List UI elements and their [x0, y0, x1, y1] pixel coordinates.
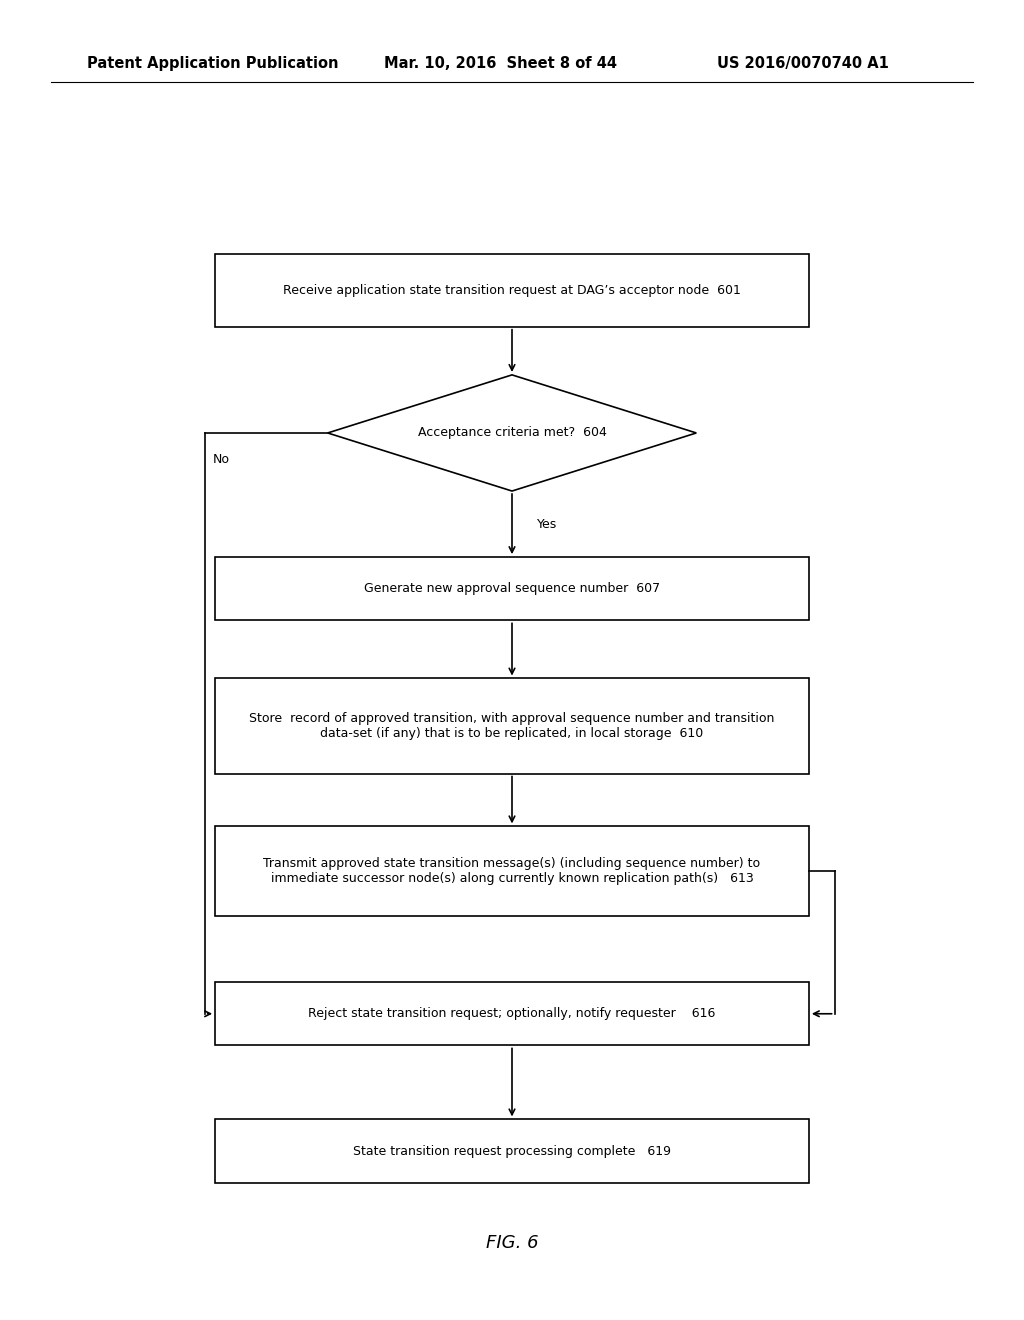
- Text: Store  record of approved transition, with approval sequence number and transiti: Store record of approved transition, wit…: [249, 711, 775, 741]
- Bar: [215, 557, 809, 620]
- Text: FIG. 6: FIG. 6: [485, 1234, 539, 1253]
- Bar: [215, 1119, 809, 1183]
- Text: Receive application state transition request at DAG’s acceptor node  601: Receive application state transition req…: [283, 284, 741, 297]
- Text: Patent Application Publication: Patent Application Publication: [87, 55, 339, 71]
- Polygon shape: [328, 375, 696, 491]
- Text: No: No: [213, 453, 230, 466]
- Bar: [215, 826, 809, 916]
- Text: Yes: Yes: [537, 517, 557, 531]
- Text: Transmit approved state transition message(s) (including sequence number) to
imm: Transmit approved state transition messa…: [263, 857, 761, 886]
- Text: Reject state transition request; optionally, notify requester    616: Reject state transition request; optiona…: [308, 1007, 716, 1020]
- Text: Generate new approval sequence number  607: Generate new approval sequence number 60…: [364, 582, 660, 595]
- Bar: [215, 678, 809, 774]
- Text: Acceptance criteria met?  604: Acceptance criteria met? 604: [418, 426, 606, 440]
- Text: State transition request processing complete   619: State transition request processing comp…: [353, 1144, 671, 1158]
- Text: Mar. 10, 2016  Sheet 8 of 44: Mar. 10, 2016 Sheet 8 of 44: [384, 55, 617, 71]
- Text: US 2016/0070740 A1: US 2016/0070740 A1: [717, 55, 889, 71]
- Bar: [215, 982, 809, 1045]
- Bar: [215, 253, 809, 326]
